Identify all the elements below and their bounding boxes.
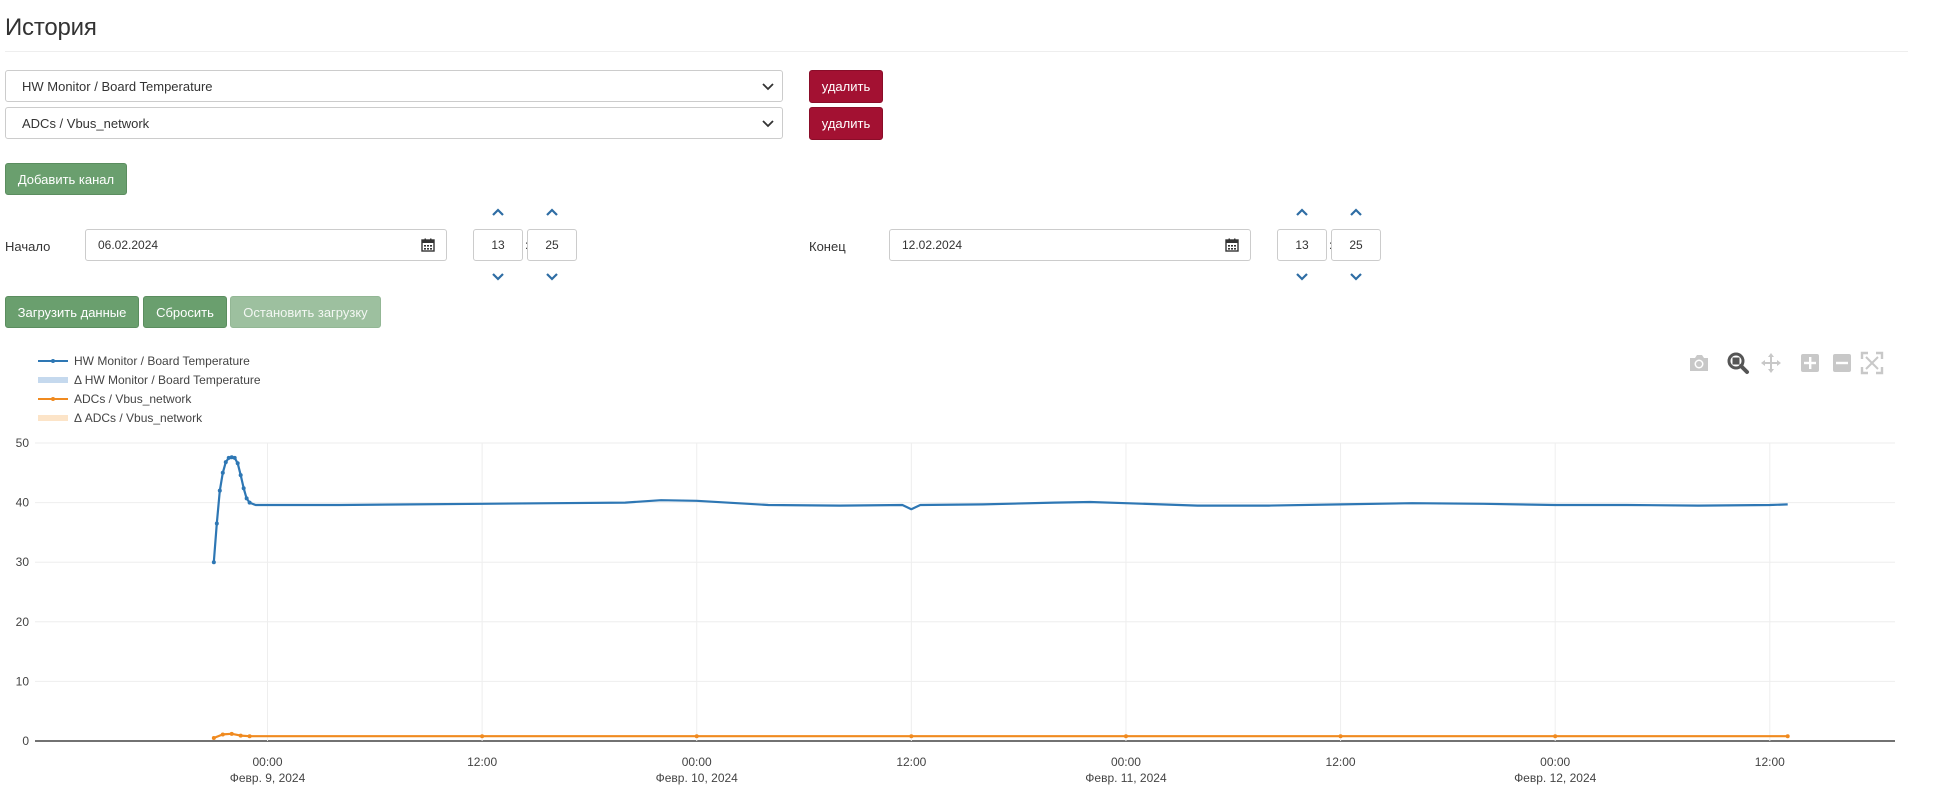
chevron-down-icon	[762, 83, 774, 91]
data-point	[226, 455, 231, 460]
start-minute-input[interactable]: 25	[527, 229, 577, 261]
data-point	[238, 473, 243, 478]
x-tick-sublabel: Февр. 9, 2024	[230, 771, 306, 785]
data-point	[229, 455, 234, 460]
end-minute-up-icon[interactable]	[1348, 206, 1364, 218]
zoom-icon[interactable]	[1726, 351, 1750, 375]
end-date-input[interactable]: 12.02.2024	[889, 229, 1214, 261]
start-hour-up-icon[interactable]	[490, 206, 506, 218]
data-point	[220, 470, 225, 475]
autoscale-icon[interactable]	[1860, 351, 1884, 375]
data-point	[214, 521, 219, 526]
legend-entry[interactable]: HW Monitor / Board Temperature	[74, 354, 250, 368]
x-tick-sublabel: Февр. 11, 2024	[1085, 771, 1167, 785]
data-point	[694, 734, 699, 739]
add-channel-button[interactable]: Добавить канал	[5, 163, 127, 195]
data-point	[1338, 734, 1343, 739]
data-point	[217, 488, 222, 493]
data-point	[232, 455, 237, 460]
delete-channel-1-button[interactable]: удалить	[809, 70, 883, 103]
end-calendar-button[interactable]	[1213, 229, 1251, 261]
title-divider	[5, 51, 1908, 52]
data-point	[247, 500, 252, 505]
x-tick-label: 00:00	[682, 755, 712, 769]
data-point	[1785, 734, 1790, 739]
start-minute-down-icon[interactable]	[544, 271, 560, 283]
x-tick-label: 12:00	[1326, 755, 1356, 769]
channel-select-1-value: HW Monitor / Board Temperature	[22, 78, 213, 94]
x-tick-label: 00:00	[252, 755, 282, 769]
data-point	[229, 731, 234, 736]
y-tick-label: 30	[16, 555, 30, 569]
data-point	[241, 486, 246, 491]
start-label: Начало	[5, 239, 51, 254]
data-point	[235, 461, 240, 466]
pan-icon[interactable]	[1759, 351, 1783, 375]
data-point	[223, 460, 228, 465]
legend-marker	[51, 397, 55, 401]
data-point	[1123, 734, 1128, 739]
data-point	[211, 736, 216, 741]
y-tick-label: 10	[16, 674, 30, 688]
x-tick-label: 00:00	[1111, 755, 1141, 769]
end-label: Конец	[809, 239, 846, 254]
end-hour-down-icon[interactable]	[1294, 271, 1310, 283]
zoom-in-icon[interactable]	[1800, 353, 1820, 373]
legend-swatch	[38, 415, 68, 421]
x-tick-sublabel: Февр. 10, 2024	[656, 771, 739, 785]
camera-icon[interactable]	[1687, 352, 1711, 374]
x-tick-label: 12:00	[1755, 755, 1785, 769]
start-minute-up-icon[interactable]	[544, 206, 560, 218]
end-hour-up-icon[interactable]	[1294, 206, 1310, 218]
legend-swatch	[38, 377, 68, 383]
reset-button[interactable]: Сбросить	[143, 296, 227, 328]
y-tick-label: 20	[16, 615, 30, 629]
data-point	[909, 734, 914, 739]
history-chart[interactable]: 00:00 Февр. 9, 2024 12:00 00:00 Февр. 10, 20…	[0, 340, 1933, 808]
chevron-down-icon	[762, 120, 774, 128]
y-tick-label: 0	[22, 734, 29, 748]
legend-entry[interactable]: Δ ADCs / Vbus_network	[74, 411, 203, 425]
end-minute-input[interactable]: 25	[1331, 229, 1381, 261]
delete-channel-2-button[interactable]: удалить	[809, 107, 883, 140]
x-tick-label: 12:00	[896, 755, 926, 769]
end-minute-down-icon[interactable]	[1348, 271, 1364, 283]
end-hour-input[interactable]: 13	[1277, 229, 1327, 261]
data-point	[247, 734, 252, 739]
legend-entry[interactable]: ADCs / Vbus_network	[74, 392, 192, 406]
data-point	[220, 732, 225, 737]
x-tick-label: 00:00	[1540, 755, 1570, 769]
data-point	[1553, 734, 1558, 739]
data-point	[480, 734, 485, 739]
legend-marker	[51, 359, 55, 363]
x-tick-sublabel: Февр. 12, 2024	[1514, 771, 1597, 785]
calendar-icon	[420, 238, 435, 252]
legend-entry[interactable]: Δ HW Monitor / Board Temperature	[74, 373, 261, 387]
y-tick-label: 40	[16, 496, 30, 510]
end-time-separator: :	[1329, 238, 1332, 252]
x-tick-label: 12:00	[467, 755, 497, 769]
channel-select-2[interactable]: ADCs / Vbus_network	[5, 107, 783, 139]
data-point	[244, 496, 249, 501]
y-tick-label: 50	[16, 436, 30, 450]
data-point	[238, 733, 243, 738]
data-point	[211, 560, 216, 565]
channel-select-1[interactable]: HW Monitor / Board Temperature	[5, 70, 783, 102]
start-date-input[interactable]: 06.02.2024	[85, 229, 410, 261]
zoom-out-icon[interactable]	[1832, 353, 1852, 373]
channel-select-2-value: ADCs / Vbus_network	[22, 115, 150, 131]
series-line-0	[212, 456, 1788, 563]
series-line-1	[213, 732, 1788, 740]
start-calendar-button[interactable]	[409, 229, 447, 261]
calendar-icon	[1224, 238, 1239, 252]
start-hour-input[interactable]: 13	[473, 229, 523, 261]
plot-toolbar	[1684, 350, 1884, 376]
start-time-separator: :	[525, 238, 528, 252]
page-title: История	[5, 14, 97, 41]
start-hour-down-icon[interactable]	[490, 271, 506, 283]
load-data-button[interactable]: Загрузить данные	[5, 296, 139, 328]
stop-loading-button[interactable]: Остановить загрузку	[230, 296, 381, 328]
